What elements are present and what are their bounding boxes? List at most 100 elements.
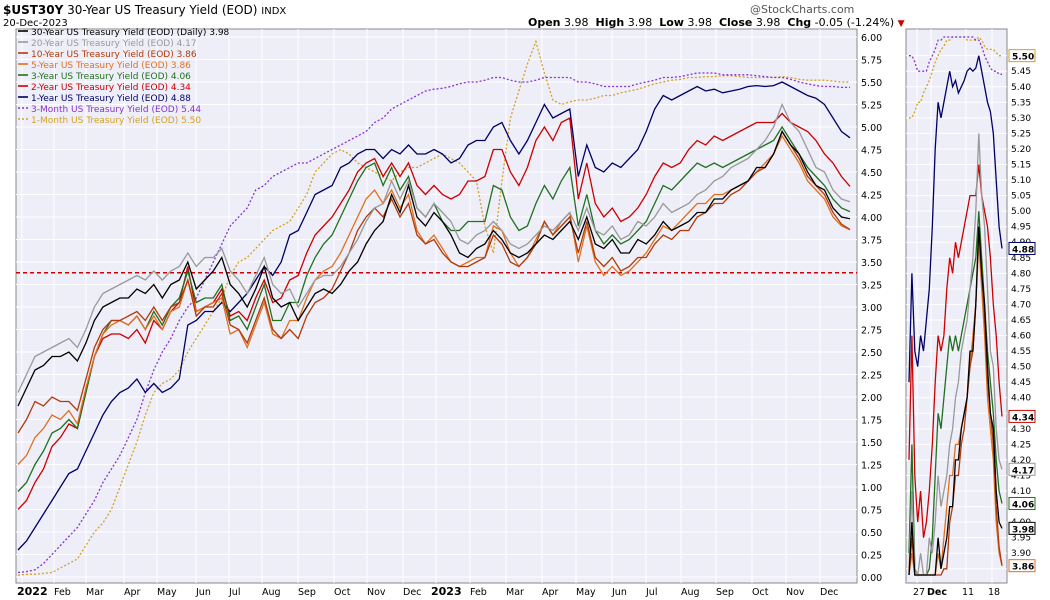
zoom-y-tick-label: 4.80 (1011, 269, 1031, 279)
x-tick-label: Aug (681, 587, 700, 598)
x-tick-label: May (157, 587, 177, 598)
last-value-label: 5.50 (1012, 53, 1034, 63)
y-tick-label: 2.25 (861, 371, 882, 382)
open-value: 3.98 (564, 16, 589, 29)
zoom-y-tick-label: 5.40 (1011, 83, 1031, 93)
last-value-label: 3.98 (1012, 525, 1034, 535)
zoom-y-tick-label: 4.40 (1011, 394, 1031, 404)
watermark: @StockCharts.com (750, 3, 855, 16)
exchange: INDX (261, 6, 287, 17)
zoom-x-tick-label: 18 (988, 587, 1000, 598)
zoom-y-tick-label: 4.75 (1011, 285, 1031, 295)
open-label: Open (528, 16, 561, 29)
zoom-y-tick-label: 4.95 (1011, 223, 1031, 233)
last-value-badge (1008, 559, 1036, 573)
y-tick-label: 5.50 (861, 78, 882, 89)
y-tick-label: 4.50 (861, 168, 882, 179)
x-tick-label: Jun (611, 587, 627, 598)
zoom-y-tick-label: 4.10 (1011, 487, 1031, 497)
y-tick-label: 0.50 (861, 528, 882, 539)
last-value-badge (1008, 409, 1036, 423)
x-tick-label: Nov (786, 587, 805, 598)
zoom-y-tick-label: 4.30 (1011, 425, 1031, 435)
last-value-label: 3.86 (1012, 563, 1034, 573)
x-tick-label: Feb (470, 587, 487, 598)
y-tick-label: 0.75 (861, 506, 882, 517)
y-tick-label: 3.50 (861, 258, 882, 269)
y-tick-label: 4.00 (861, 213, 882, 224)
zoom-y-tick-label: 5.25 (1011, 129, 1031, 139)
zoom-y-tick-label: 4.20 (1011, 456, 1031, 466)
series-line-0 (17, 130, 851, 407)
chart-title: $UST30Y 30-Year US Treasury Yield (EOD) … (3, 3, 286, 17)
x-tick-label: Aug (262, 587, 281, 598)
down-triangle-icon: ▼ (897, 19, 905, 29)
zoom-x-tick-label: 27 (913, 587, 925, 598)
x-tick-label: Jul (645, 587, 657, 598)
series-line-7 (17, 72, 850, 574)
zoom-y-tick-label: 5.30 (1011, 114, 1031, 124)
zoom-y-tick-label: 4.15 (1011, 471, 1031, 481)
last-value-label: 4.88 (1012, 245, 1034, 255)
x-tick-label: Oct (334, 587, 351, 598)
x-tick-label: Nov (367, 587, 386, 598)
x-tick-label: 2023 (431, 585, 462, 598)
x-tick-label: Mar (506, 587, 524, 598)
series-line-6 (17, 81, 851, 551)
x-tick-label: Mar (86, 587, 104, 598)
last-value-label: 4.34 (1012, 413, 1034, 423)
x-tick-label: Jun (195, 587, 211, 598)
y-tick-label: 3.25 (861, 281, 882, 292)
x-tick-label: May (576, 587, 596, 598)
y-tick-label: 2.00 (861, 393, 882, 404)
zoom-y-tick-label: 4.70 (1011, 300, 1031, 310)
zoom-y-tick-label: 5.45 (1011, 67, 1031, 77)
low-value: 3.98 (687, 16, 712, 29)
zoom-y-tick-label: 4.45 (1011, 378, 1031, 388)
y-tick-label: 3.75 (861, 236, 882, 247)
legend-entry: 20-Year US Treasury Yield (EOD) 4.17 (31, 39, 197, 49)
zoom-y-tick-label: 5.05 (1011, 192, 1031, 202)
zoom-y-tick-label: 5.20 (1011, 145, 1031, 155)
y-tick-label: 3.00 (861, 303, 882, 314)
x-tick-label: Sep (298, 587, 316, 598)
zoom-series-line-0 (908, 226, 1003, 576)
zoom-y-tick-label: 5.35 (1011, 98, 1031, 108)
series-line-1 (17, 102, 851, 393)
y-tick-label: 5.75 (861, 56, 882, 67)
zoom-y-tick-label: 4.55 (1011, 347, 1031, 357)
y-tick-label: 1.50 (861, 438, 882, 449)
chart-date: 20-Dec-2023 (3, 18, 68, 29)
y-tick-label: 4.25 (861, 191, 882, 202)
series-line-8 (17, 39, 850, 576)
zoom-y-tick-label: 3.90 (1011, 549, 1031, 559)
y-tick-label: 4.75 (861, 146, 882, 157)
last-value-badge (1008, 462, 1036, 476)
y-tick-label: 1.00 (861, 483, 882, 494)
zoom-y-tick-label: 3.95 (1011, 534, 1031, 544)
zoom-series-line-7 (909, 36, 1002, 75)
zoom-y-tick-label: 4.50 (1011, 363, 1031, 373)
last-value-label: 4.06 (1012, 500, 1034, 510)
legend-entry: 1-Month US Treasury Yield (EOD) 5.50 (31, 116, 201, 126)
close-value: 3.98 (755, 16, 781, 29)
y-tick-label: 1.25 (861, 461, 882, 472)
y-tick-label: 2.50 (861, 348, 882, 359)
zoom-y-tick-label: 5.00 (1011, 207, 1031, 217)
y-tick-label: 6.00 (861, 33, 882, 44)
zoom-y-tick-label: 5.10 (1011, 176, 1031, 186)
x-tick-label: 2022 (17, 585, 48, 598)
legend-entry: 1-Year US Treasury Yield (EOD) 4.88 (31, 94, 191, 104)
x-tick-label: Dec (820, 587, 838, 598)
last-value-badge (1008, 496, 1036, 510)
zoom-y-tick-label: 4.65 (1011, 316, 1031, 326)
x-tick-label: Jul (228, 587, 240, 598)
last-value-badge (1008, 521, 1036, 535)
x-tick-label: Apr (542, 587, 559, 598)
zoom-x-tick-label: Dec (927, 587, 947, 598)
legend-entry: 3-Month US Treasury Yield (EOD) 5.44 (31, 105, 201, 115)
x-tick-label: Oct (752, 587, 769, 598)
legend-entry: 5-Year US Treasury Yield (EOD) 3.86 (31, 61, 191, 71)
x-tick-label: Sep (716, 587, 734, 598)
